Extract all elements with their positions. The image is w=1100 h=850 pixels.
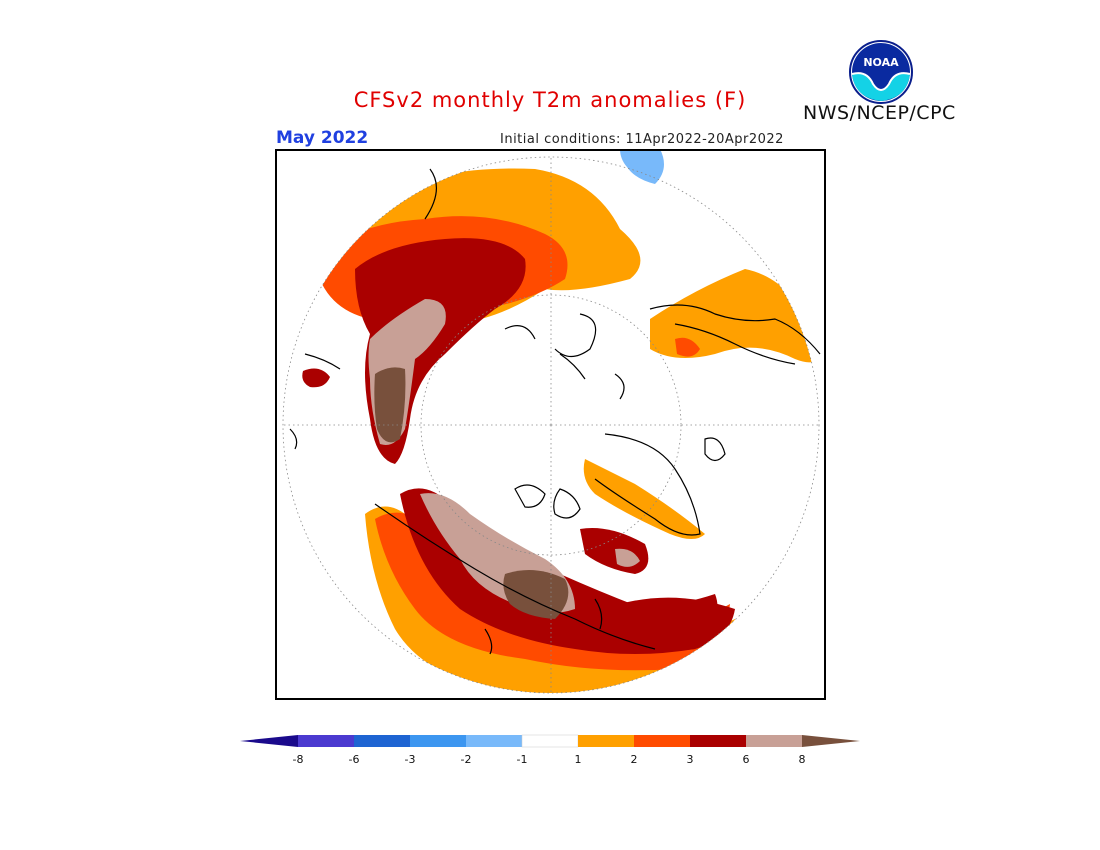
legend-tick-label: -2 bbox=[461, 753, 472, 766]
anomaly-region-namerica-gt8 bbox=[503, 570, 569, 619]
anomaly-region-atlantic-3to6 bbox=[620, 597, 735, 651]
coastlines bbox=[289, 168, 821, 655]
legend-swatch-6-8 bbox=[746, 735, 802, 747]
chart-title: CFSv2 monthly T2m anomalies (F) bbox=[353, 88, 747, 112]
forecast-month: May 2022 bbox=[276, 128, 369, 148]
anomaly-region-pacific-neg2to-1 bbox=[620, 149, 664, 184]
noaa-logo: NOAA bbox=[849, 40, 913, 104]
legend-tick-label: 2 bbox=[631, 753, 638, 766]
anomaly-region-alaska-2to3 bbox=[675, 337, 700, 357]
legend-tick-label: 3 bbox=[687, 753, 694, 766]
anomaly-region-alaska-1to2 bbox=[650, 269, 819, 363]
legend-swatch-neg6-neg3 bbox=[354, 735, 410, 747]
legend-swatch-neg2-neg1 bbox=[466, 735, 522, 747]
legend-swatch-neg8-neg6 bbox=[298, 735, 354, 747]
agency-label: NWS/NCEP/CPC bbox=[803, 102, 956, 124]
legend-tick-label: -1 bbox=[517, 753, 528, 766]
logo-text: NOAA bbox=[863, 56, 899, 69]
anomaly-region-europe-3to6 bbox=[302, 368, 330, 388]
legend-tick-label: 1 bbox=[575, 753, 582, 766]
legend-tick-label: -8 bbox=[293, 753, 304, 766]
legend-swatch-gt-8 bbox=[802, 735, 860, 747]
initial-conditions-label: Initial conditions: 11Apr2022-20Apr2022 bbox=[500, 132, 784, 147]
legend-swatch-2-3 bbox=[634, 735, 690, 747]
legend-swatch-lt-neg8 bbox=[240, 735, 298, 747]
legend-tick-label: 8 bbox=[799, 753, 806, 766]
legend-tick-label: 6 bbox=[743, 753, 750, 766]
legend-tick-label: -3 bbox=[405, 753, 416, 766]
legend-swatch-neg3-neg2 bbox=[410, 735, 466, 747]
legend-swatch-neg1-1 bbox=[521, 734, 579, 748]
legend-swatch-3-6 bbox=[690, 735, 746, 747]
legend-swatch-1-2 bbox=[578, 735, 634, 747]
anomaly-region-eurasia-gt8 bbox=[374, 367, 406, 443]
graticule bbox=[282, 156, 820, 694]
anomaly-region-greenland-6to8 bbox=[615, 548, 640, 567]
anomaly-shading bbox=[302, 168, 819, 693]
polar-anomaly-map bbox=[275, 149, 826, 700]
anomaly-region-siberia-1to2 bbox=[583, 459, 705, 539]
colorbar-legend: -8 -6 -3 -2 -1 1 2 3 6 8 bbox=[240, 734, 860, 766]
legend-tick-label: -6 bbox=[349, 753, 360, 766]
